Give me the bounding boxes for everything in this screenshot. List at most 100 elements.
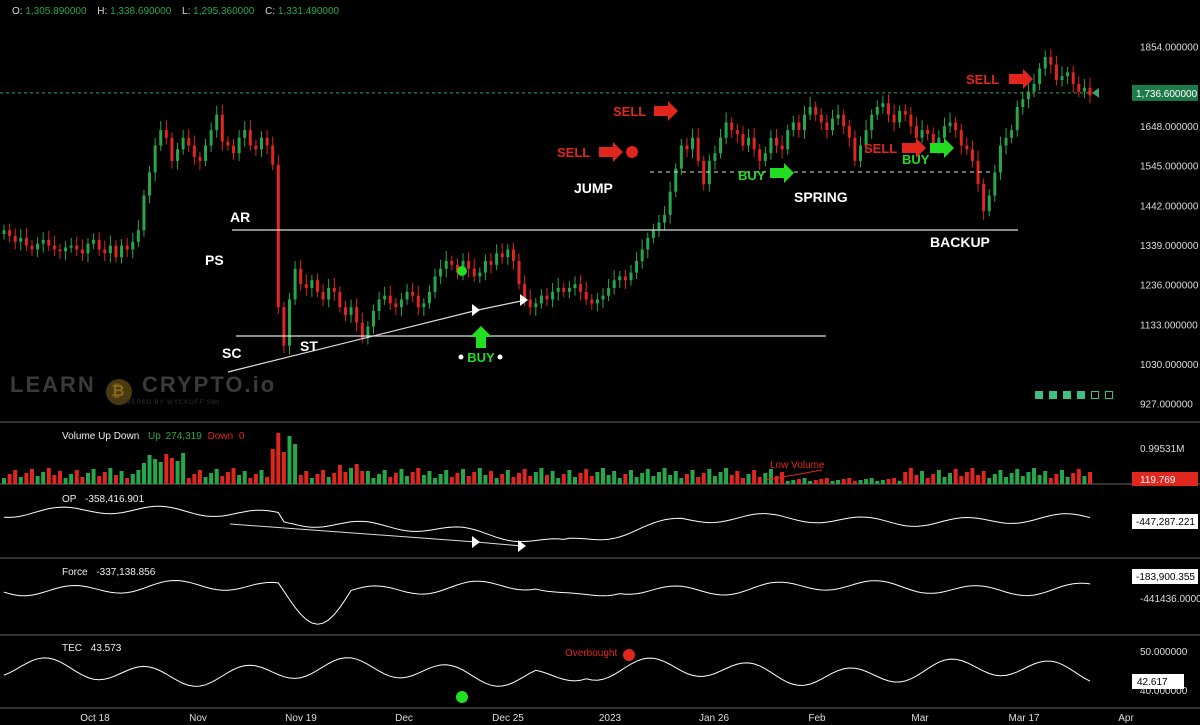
volume-bar <box>382 470 387 484</box>
label-ar: AR <box>230 209 250 225</box>
volume-bar <box>1026 472 1031 484</box>
candle-body <box>75 245 79 250</box>
candle-body <box>623 276 627 281</box>
volume-bar <box>953 469 958 484</box>
volume-bar <box>1060 470 1065 484</box>
candle-body <box>427 291 431 304</box>
candle-body <box>741 133 745 146</box>
candle-body <box>713 153 717 161</box>
candle-body <box>103 249 107 254</box>
candle-body <box>870 114 874 131</box>
volume-bar <box>427 471 432 484</box>
candle-body <box>696 137 700 161</box>
candle-body <box>567 287 571 292</box>
candle-body <box>914 126 918 138</box>
volume-bar <box>388 477 393 484</box>
volume-bar <box>169 458 174 484</box>
buy-label: BUY <box>902 152 930 167</box>
volume-bar <box>477 468 482 484</box>
volume-bar <box>1009 473 1014 484</box>
candle-body <box>254 145 258 150</box>
price-tick-label: 1545.000000 <box>1140 162 1199 173</box>
volume-bar <box>69 474 74 484</box>
op-tag <box>1132 514 1198 529</box>
candle-body <box>360 322 364 338</box>
candle-body <box>80 249 84 254</box>
candle-body <box>763 153 767 161</box>
volume-bar <box>483 475 488 484</box>
candle-body <box>64 247 68 252</box>
volume-bar <box>57 471 62 484</box>
force-tag <box>1132 569 1198 584</box>
volume-bar <box>1054 474 1059 484</box>
candle-body <box>556 287 560 292</box>
volume-bar <box>136 470 141 484</box>
buy-arrow-icon <box>930 138 954 158</box>
candle-body <box>511 249 515 261</box>
volume-bar <box>399 469 404 484</box>
volume-bar <box>886 479 891 484</box>
volume-bar <box>175 461 180 484</box>
candle-body <box>377 299 381 312</box>
candle-body <box>1082 87 1086 92</box>
volume-bar <box>824 478 829 484</box>
tec-line <box>3 657 1091 687</box>
candle-body <box>668 191 672 215</box>
volume-bar <box>455 473 460 484</box>
force-line <box>3 579 1091 625</box>
candle-body <box>181 137 185 150</box>
candle-body <box>517 261 521 285</box>
volume-bar <box>354 464 359 484</box>
candle-body <box>394 303 398 308</box>
candle-body <box>131 241 135 250</box>
volume-bar <box>1020 476 1025 484</box>
candle-body <box>814 107 818 115</box>
volume-bar <box>225 472 230 484</box>
volume-bar <box>489 471 494 484</box>
force-tag-text: -183,900.355 <box>1136 572 1195 583</box>
volume-bar <box>640 473 645 484</box>
op-tag-text: -447,287.221 <box>1136 517 1195 528</box>
candle-body <box>864 130 868 146</box>
candle-body <box>198 157 202 161</box>
candle-body <box>1032 83 1036 92</box>
watermark-text-right: CRYPTO.io <box>142 372 277 397</box>
volume-bar <box>203 477 208 484</box>
volume-bar <box>651 476 656 484</box>
op-title: OP <box>62 494 77 505</box>
candle-body <box>998 145 1002 173</box>
volume-bar <box>393 473 398 484</box>
volume-bar <box>976 475 981 484</box>
bitcoin-icon: ₿ <box>105 379 132 405</box>
volume-bar <box>673 471 678 484</box>
candle-body <box>1049 56 1053 65</box>
candle-body <box>663 214 667 223</box>
candle-body <box>926 130 930 134</box>
volume-bar <box>908 468 913 484</box>
candle-body <box>69 245 73 248</box>
volume-bar <box>1015 469 1020 484</box>
close-value: 1,331.490000 <box>277 6 340 17</box>
play-marker-icon <box>472 536 480 548</box>
candle-body <box>187 137 191 146</box>
candle-body <box>584 291 588 300</box>
candle-body <box>847 126 851 138</box>
volume-bar <box>612 471 617 484</box>
candle-body <box>271 145 275 165</box>
volume-bar <box>617 478 622 484</box>
volume-bar <box>35 476 40 484</box>
volume-bar <box>858 480 863 484</box>
label-backup: BACKUP <box>930 234 990 250</box>
volume-bar <box>875 481 880 484</box>
candle-body <box>136 230 140 242</box>
volume-bar <box>421 475 426 484</box>
op-value: -358,416.901 <box>85 494 145 505</box>
volume-bar <box>1037 475 1042 484</box>
candle-body <box>304 284 308 288</box>
price-tick-label: 1648.000000 <box>1140 122 1199 133</box>
candle-body <box>248 130 252 146</box>
candle-body <box>573 284 577 288</box>
volume-bar <box>869 478 874 484</box>
volume-tag-text: 119.769 <box>1140 475 1176 486</box>
